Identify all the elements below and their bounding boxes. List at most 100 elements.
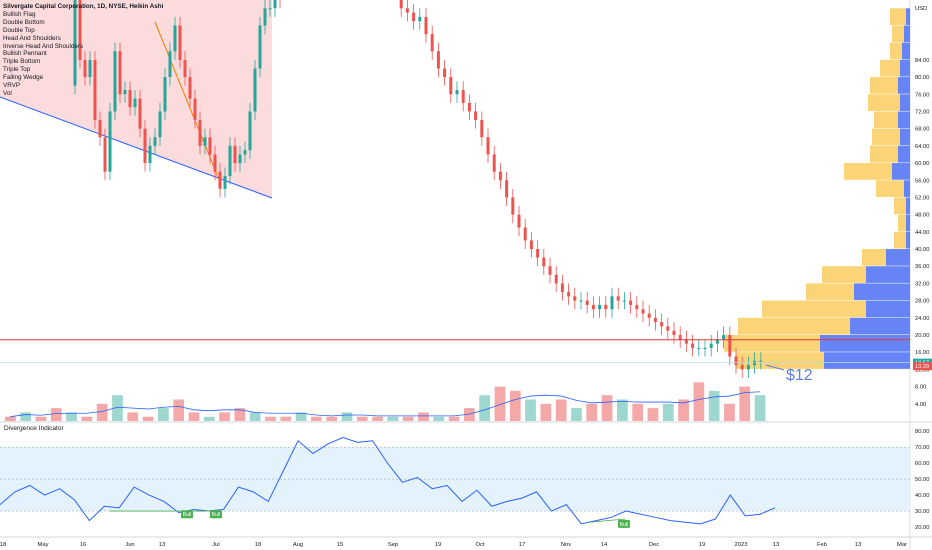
- time-tick-label: 2023: [735, 542, 748, 548]
- price-tick-label: 32.00: [915, 281, 930, 287]
- volume-bar: [234, 408, 246, 421]
- candle-body: [560, 283, 564, 293]
- candle-body: [405, 8, 409, 13]
- candle-body: [672, 330, 676, 336]
- candle-body: [203, 137, 207, 146]
- bull-label: Bull: [620, 522, 629, 528]
- price-tick-label: 12.00: [915, 367, 930, 373]
- vrvp-bar-up: [894, 231, 906, 249]
- bull-label-box: [181, 510, 193, 519]
- candle-body: [579, 300, 583, 302]
- volume-bar: [632, 403, 644, 421]
- time-tick-label: 13: [855, 542, 861, 548]
- time-tick-label: 19: [699, 542, 705, 548]
- candle-body: [486, 137, 490, 155]
- candle-body: [616, 296, 620, 301]
- candle-body: [430, 34, 434, 52]
- oscillator-band: [0, 447, 910, 512]
- price-tick-label: 60.00: [915, 161, 930, 167]
- candle-body: [591, 304, 595, 310]
- volume-bar: [433, 416, 445, 421]
- candle-body: [412, 12, 416, 22]
- candle-body: [740, 365, 744, 370]
- vrvp-bar-down: [820, 335, 910, 352]
- time-tick-label: 13: [159, 542, 165, 548]
- volume-bar: [96, 403, 108, 421]
- indicator-item-double-bottom[interactable]: Double Bottom: [3, 18, 45, 26]
- volume-bar: [188, 412, 200, 421]
- volume-bar: [464, 408, 475, 421]
- indicator-item-bullish-pennant[interactable]: Bullish Pennant: [3, 50, 47, 58]
- indicator-item-triple-top[interactable]: Triple Top: [3, 66, 31, 74]
- oscillator-tick-label: 40.00: [915, 493, 930, 499]
- vrvp-bar-down: [904, 25, 910, 43]
- price-tick-label: 48.00: [915, 213, 930, 219]
- vrvp-bar-down: [900, 94, 910, 111]
- indicator-item-head-and-shoulders[interactable]: Head And Shoulders: [3, 34, 61, 42]
- indicator-item-bullish-flag[interactable]: Bullish Flag: [3, 10, 36, 18]
- indicator-item-double-top[interactable]: Double Top: [3, 26, 35, 34]
- candle-body: [703, 347, 707, 349]
- volume-bar: [571, 408, 582, 421]
- candle-body: [548, 266, 552, 275]
- vrvp-bar-down: [900, 59, 910, 77]
- indicator-item-vrvp[interactable]: VRVP: [3, 82, 21, 90]
- candle-body: [678, 335, 682, 340]
- vrvp-bar-up: [872, 128, 900, 146]
- volume-bar: [173, 399, 185, 421]
- indicator-item-vol[interactable]: Vol: [3, 89, 12, 97]
- volume-bar: [127, 412, 139, 421]
- volume-bar: [66, 412, 77, 421]
- vrvp-bar-up: [898, 214, 906, 232]
- vrvp-bar-down: [850, 317, 910, 335]
- vrvp-bar-down: [898, 111, 910, 129]
- time-tick-label: 14: [601, 542, 608, 548]
- indicator-item-inverse-head-and-shoulders[interactable]: Inverse Head And Shoulders: [3, 42, 84, 50]
- candle-body: [253, 68, 257, 112]
- time-tick-label: Mar: [897, 542, 907, 548]
- price-tick-label: 52.00: [915, 195, 930, 201]
- volume-bar: [372, 416, 383, 421]
- candle-body: [759, 360, 763, 362]
- volume-bar: [494, 386, 506, 421]
- price-badge: [913, 362, 932, 371]
- candle-body: [138, 98, 142, 129]
- candle-body: [223, 175, 227, 189]
- vrvp-bar-down: [824, 352, 910, 369]
- indicator-item-triple-bottom[interactable]: Triple Bottom: [3, 58, 41, 66]
- volume-tick-label: 4.00: [915, 402, 926, 408]
- bull-divergence-line: [589, 518, 626, 523]
- candle-body: [123, 89, 127, 95]
- candle-body: [436, 51, 440, 69]
- price-tick-label: 72.00: [915, 109, 930, 115]
- time-tick-label: Aug: [293, 542, 303, 548]
- candle-body: [78, 0, 82, 60]
- oscillator-tick-label: 70.00: [915, 445, 930, 451]
- wedge-lower-line: [0, 96, 273, 199]
- candle-body: [88, 59, 92, 78]
- candle-body: [505, 180, 509, 198]
- vrvp-bar-up: [876, 180, 904, 197]
- candle-body: [715, 339, 719, 344]
- price-tick-label: 36.00: [915, 264, 930, 270]
- candle-body: [492, 154, 496, 172]
- indicator-item-falling-wedge[interactable]: Falling Wedge: [3, 74, 44, 82]
- candle-body: [734, 356, 738, 366]
- volume-bar: [142, 416, 154, 421]
- vrvp-bar-down: [906, 231, 910, 249]
- price-tick-label: 16.00: [915, 350, 930, 356]
- price-annotation: $12: [786, 367, 813, 384]
- volume-bar: [678, 399, 689, 421]
- volume-bar: [219, 412, 230, 421]
- volume-bar: [586, 403, 598, 421]
- volume-bar: [249, 412, 261, 421]
- candle-body: [610, 296, 614, 310]
- vrvp-bar-down: [906, 8, 910, 25]
- candle-body: [108, 111, 112, 172]
- time-tick-label: Nov: [561, 542, 571, 548]
- volume-bar: [509, 390, 521, 421]
- chart-legend: Silvergate Capital Corporation, 1D, NYSE…: [3, 3, 163, 98]
- candle-body: [443, 68, 447, 78]
- vrvp-bar-down: [866, 266, 910, 283]
